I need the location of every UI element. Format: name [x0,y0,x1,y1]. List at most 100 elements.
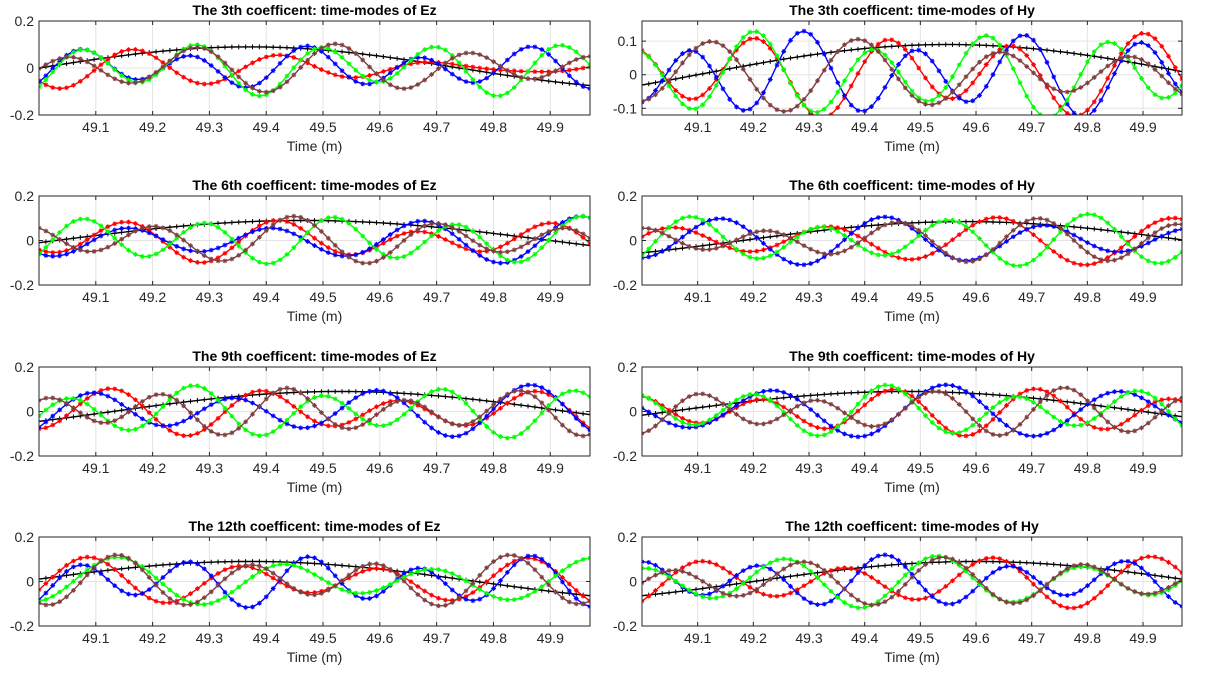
data-point [821,432,827,438]
data-point [1091,416,1097,421]
data-point [909,566,915,571]
data-point [401,238,407,243]
data-point [1004,238,1009,244]
data-point [1004,43,1009,49]
data-point [518,388,524,394]
data-point [312,403,317,408]
data-point [346,45,352,51]
y-tick-label: -0.2 [10,618,34,634]
data-point [720,69,726,75]
data-point [653,92,658,98]
data-point [77,247,83,253]
data-point [1098,69,1104,74]
data-point [112,67,118,73]
data-point [875,226,881,231]
data-point [1125,59,1131,65]
data-point [332,573,338,579]
data-point [146,418,152,424]
data-point [1172,215,1178,221]
data-point [734,581,739,587]
data-point [977,581,982,587]
data-point [1031,560,1036,566]
data-point [332,72,338,78]
data-point [277,81,283,87]
data-point [560,68,565,74]
data-point [774,400,780,406]
data-point [983,405,989,411]
data-point [646,54,652,60]
data-point [788,583,793,589]
data-point [305,57,311,63]
data-point [1044,244,1050,250]
data-point [828,598,834,604]
data-point [815,412,820,418]
data-point [71,414,76,420]
data-point [367,77,372,83]
data-point [539,389,545,395]
data-point [312,555,317,561]
data-point [263,571,269,577]
data-point [284,581,290,587]
data-point [1132,570,1138,576]
data-point [680,568,685,574]
data-point [963,42,969,48]
data-point [788,557,793,562]
data-point [539,410,545,416]
data-point [1051,86,1057,92]
y-tick-label: -0.2 [10,277,34,293]
data-point [754,586,760,592]
data-point [153,55,159,61]
data-point [298,404,304,410]
data-point [1051,220,1057,226]
data-point [1044,223,1050,228]
data-point [408,250,414,256]
data-point [1125,241,1131,247]
data-point [1091,53,1097,59]
data-point [997,417,1003,423]
data-point [862,46,868,51]
data-point [875,598,881,604]
chart-panel-1: 49.1 49.2 49.3 49.4 49.5 49.6 49.7 49.8 49.9-0.1… [613,2,1183,154]
data-point [727,582,733,588]
data-point [1098,97,1104,103]
data-point [511,395,517,401]
data-point [112,221,118,227]
data-point [394,578,400,584]
data-point [367,219,372,225]
data-point [1132,408,1138,413]
data-point [956,82,962,88]
data-point [767,102,773,108]
data-point [1058,570,1063,576]
data-point [781,56,787,62]
data-point [1071,412,1077,418]
data-point [518,585,524,590]
data-point [353,67,359,73]
data-point [909,596,915,602]
data-point [1105,258,1111,264]
data-point [408,220,414,226]
data-point [686,229,692,235]
data-point [916,233,922,239]
data-point [700,404,706,410]
data-point [518,259,524,265]
data-point [43,245,49,250]
data-point [828,429,834,435]
data-point [700,420,706,426]
data-point [263,228,269,234]
data-point [270,225,276,231]
data-point [923,254,928,259]
data-point [539,400,545,406]
data-point [882,599,888,605]
data-point [43,239,49,245]
data-point [659,249,665,254]
data-point [889,43,895,49]
data-point [64,241,69,247]
data-point [956,42,962,47]
data-point [553,79,558,85]
data-point [133,251,138,257]
data-point [566,218,572,223]
data-point [1152,410,1158,416]
data-point [422,597,428,603]
data-point [889,383,895,389]
data-point [747,76,753,82]
